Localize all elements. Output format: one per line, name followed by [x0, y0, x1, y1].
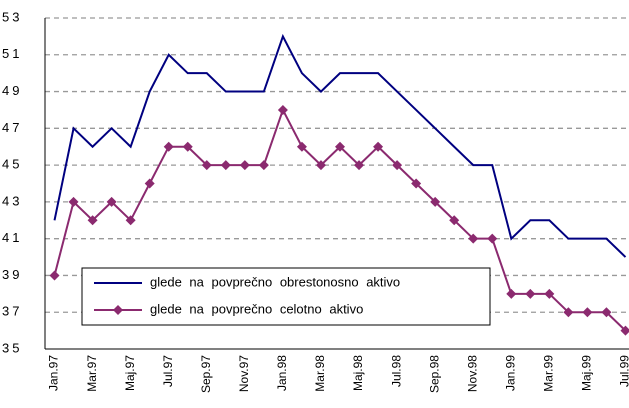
- y-tick-label: 41: [2, 230, 22, 245]
- x-tick-label: Mar.99: [542, 355, 556, 392]
- point: [563, 307, 574, 318]
- point: [106, 196, 117, 207]
- point: [582, 307, 593, 318]
- x-tick-label: Jul.99: [618, 355, 629, 387]
- point: [87, 215, 98, 226]
- point: [163, 141, 174, 152]
- point: [449, 215, 460, 226]
- point: [601, 307, 612, 318]
- y-tick-label: 35: [2, 340, 22, 355]
- y-tick-label: 43: [2, 193, 22, 208]
- point: [144, 178, 155, 189]
- point: [430, 196, 441, 207]
- point: [335, 141, 345, 152]
- x-tick-label: Mar.98: [313, 355, 327, 392]
- point: [411, 178, 422, 189]
- point: [182, 141, 193, 152]
- series-line: [53, 33, 627, 258]
- point: [392, 160, 403, 171]
- point: [354, 160, 365, 171]
- point: [315, 160, 326, 171]
- point: [277, 104, 288, 115]
- x-tick-label: Mar.97: [85, 355, 99, 392]
- x-tick-label: Jan.99: [503, 355, 517, 391]
- point: [373, 141, 384, 152]
- point: [296, 141, 307, 152]
- y-tick-label: 51: [2, 46, 22, 61]
- legend-label: glede na povprečno celotno aktivo: [150, 301, 363, 316]
- point: [49, 270, 60, 281]
- x-tick-label: Jan.98: [275, 355, 289, 391]
- x-tick-label: Sep.98: [427, 355, 441, 393]
- x-tick-label: Sep.97: [199, 355, 213, 393]
- legend-label: glede na povprečno obrestonosno aktivo: [150, 274, 400, 289]
- point: [506, 288, 517, 299]
- point: [68, 196, 79, 207]
- y-tick-label: 53: [2, 9, 22, 24]
- x-tick-label: Jul.97: [161, 355, 175, 387]
- point: [239, 160, 250, 171]
- point: [487, 233, 498, 244]
- point: [620, 325, 629, 336]
- point: [544, 288, 555, 299]
- x-tick-label: Jul.98: [389, 355, 403, 387]
- y-tick-label: 45: [2, 157, 22, 172]
- point: [220, 160, 231, 171]
- y-tick-label: 49: [2, 83, 22, 98]
- x-tick-label: Nov.97: [237, 355, 251, 392]
- y-tick-label: 37: [2, 304, 22, 319]
- point: [468, 233, 479, 244]
- x-tick-label: Jan.97: [47, 355, 61, 391]
- legend-marker: [113, 305, 123, 315]
- y-tick-label: 39: [2, 267, 22, 282]
- point: [525, 288, 536, 299]
- x-tick-label: Maj.98: [351, 355, 365, 391]
- x-tick-label: Maj.99: [580, 355, 594, 391]
- x-tick-label: Maj.97: [123, 355, 137, 391]
- legend-box: [81, 267, 491, 326]
- point: [201, 160, 212, 171]
- point: [258, 160, 269, 171]
- point: [125, 215, 136, 226]
- y-tick-label: 47: [2, 120, 22, 135]
- x-tick-label: Nov.98: [465, 355, 479, 392]
